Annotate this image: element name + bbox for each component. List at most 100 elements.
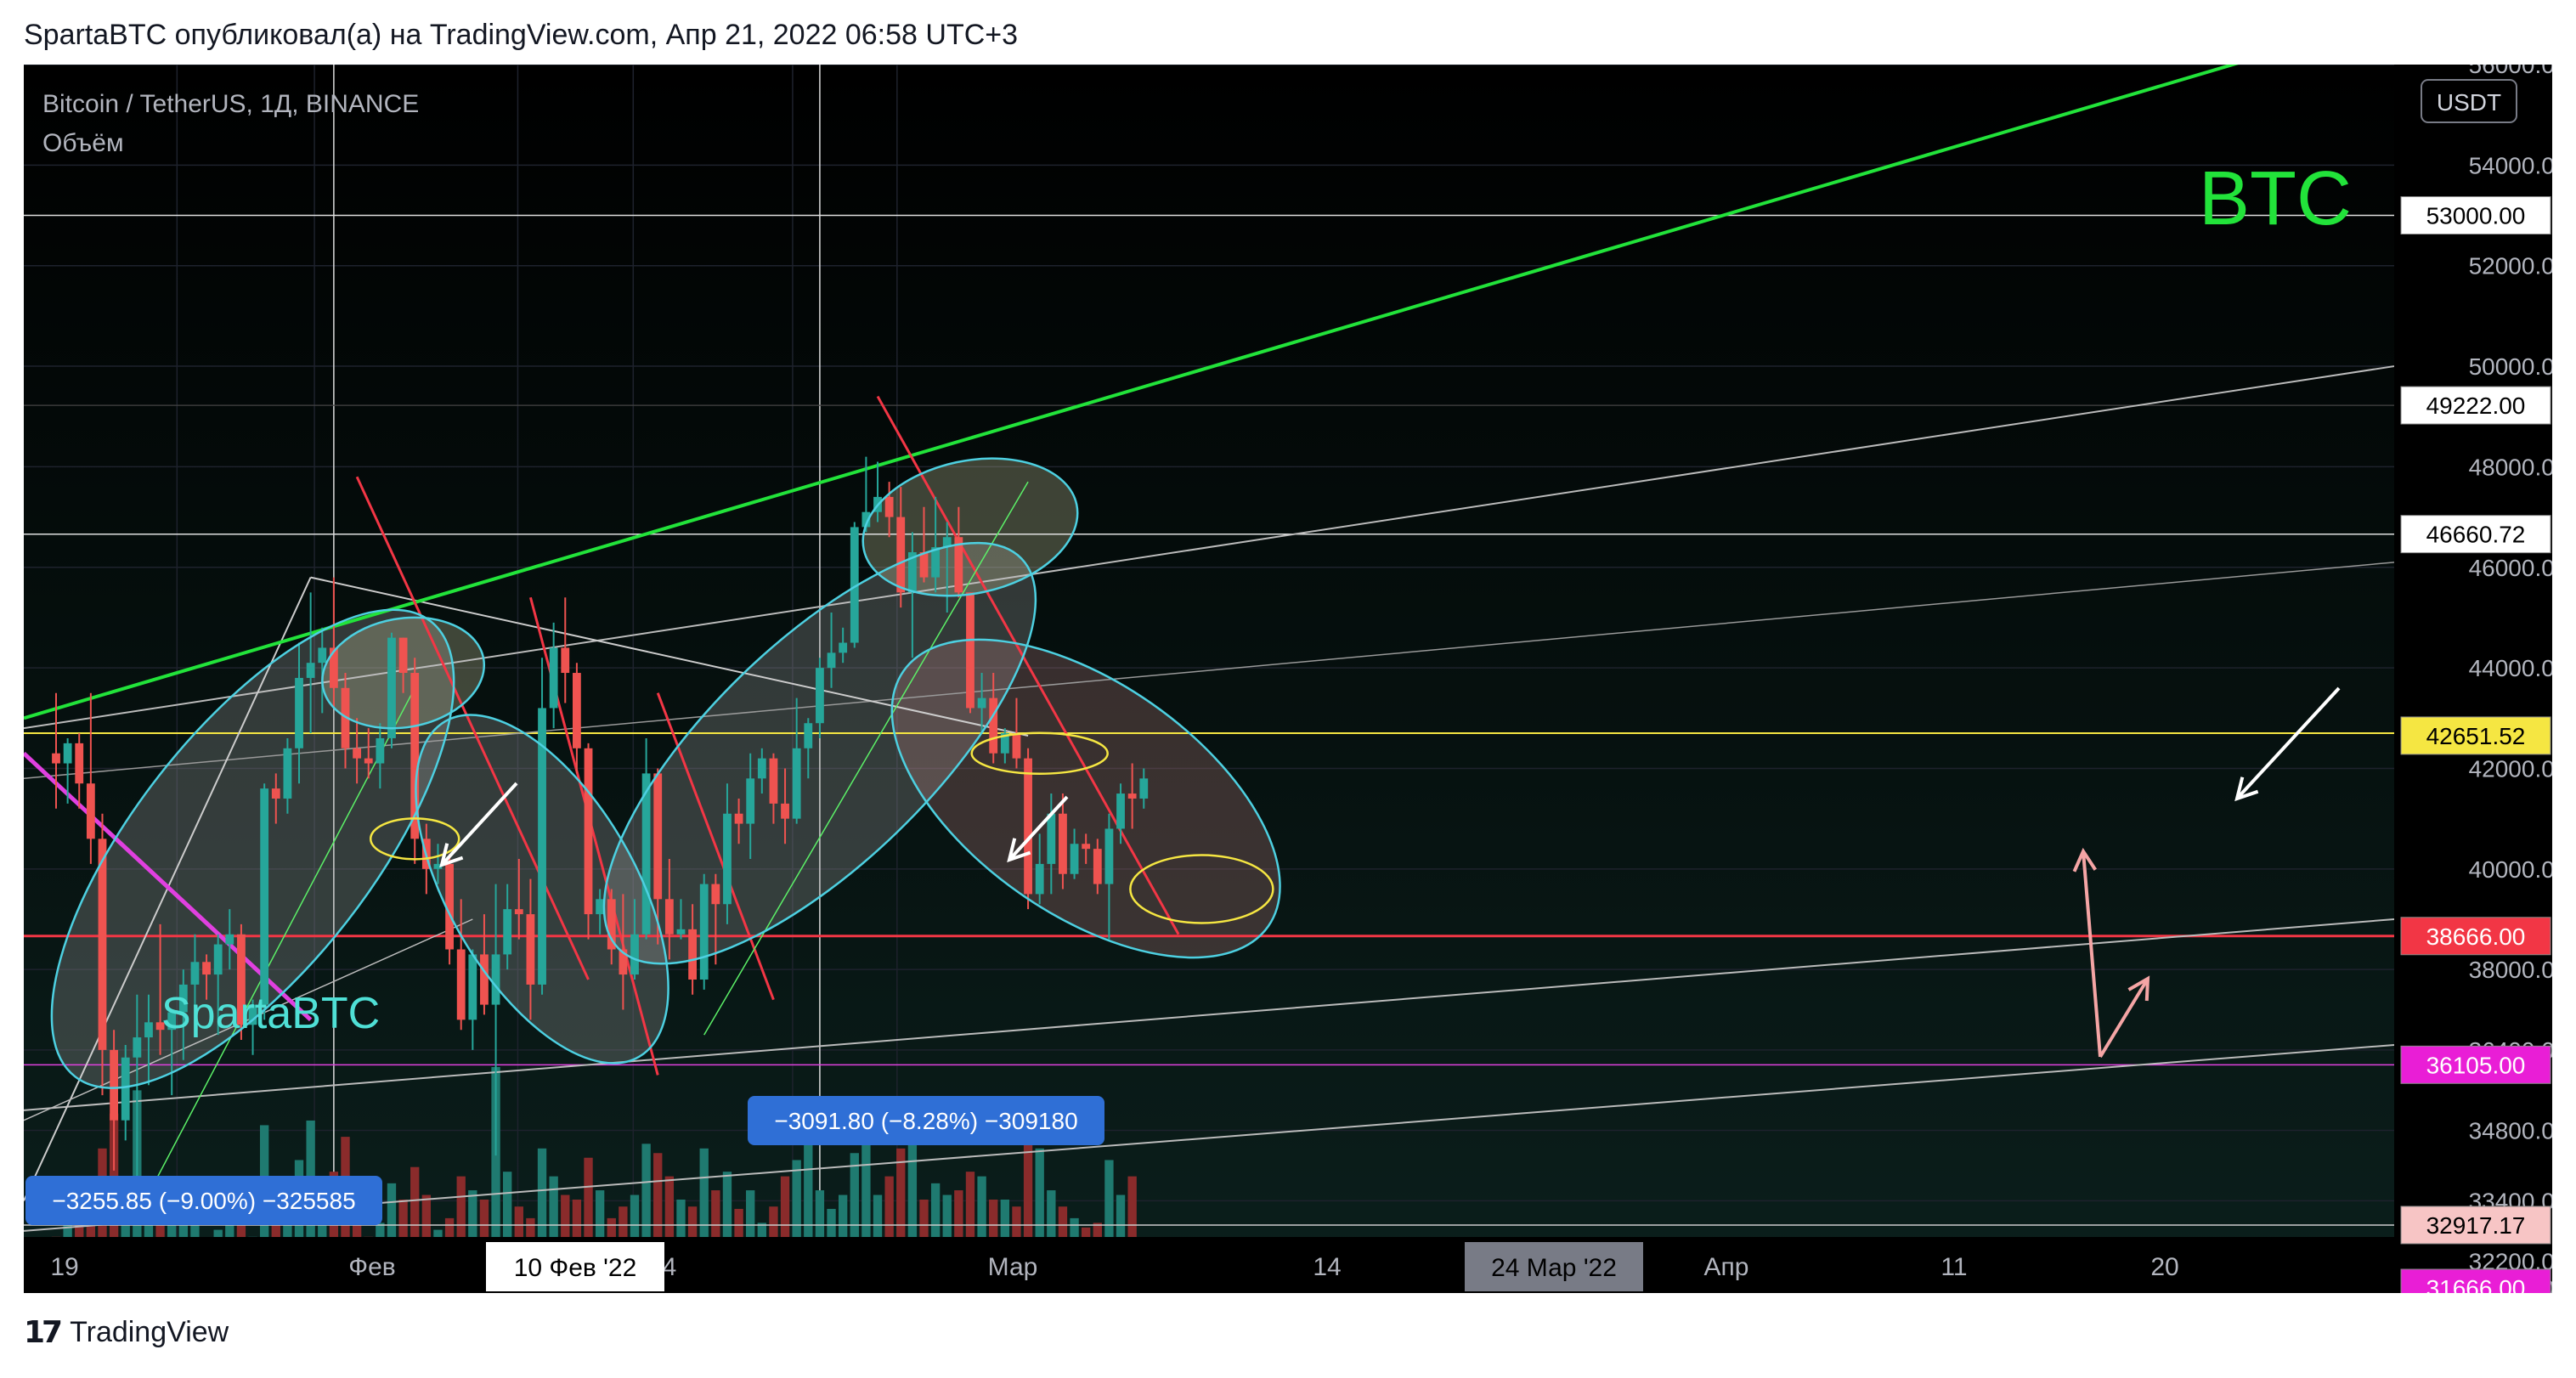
price-tick-label: 44000.00 — [2469, 655, 2552, 681]
price-label-text: 46660.72 — [2426, 522, 2526, 548]
candle-body — [1082, 844, 1091, 850]
btc-watermark: BTC — [2199, 156, 2352, 241]
time-highlight-text: 24 Мар '22 — [1491, 1254, 1617, 1282]
candle-body — [364, 758, 373, 764]
volume-bar — [653, 1153, 663, 1288]
chart-panel[interactable]: Bitcoin / TetherUS, 1Д, BINANCE Объём BT… — [24, 65, 2552, 1293]
candle-body — [907, 552, 917, 593]
price-axis-background — [2394, 65, 2552, 1288]
candle-body — [283, 748, 292, 799]
volume-bar — [329, 1172, 339, 1288]
volume-bar — [537, 1148, 547, 1288]
candle-body — [816, 668, 824, 724]
volume-bar — [930, 1183, 941, 1288]
candle-body — [596, 899, 605, 915]
price-tick-label: 50000.00 — [2469, 353, 2552, 380]
ellipse-outline-5 — [890, 638, 1281, 959]
ellipse-outline-2 — [415, 714, 669, 1065]
candle-body — [966, 592, 974, 709]
price-label-box — [2400, 196, 2551, 235]
price-label-box — [2400, 716, 2551, 755]
downtrend-red-4 — [876, 395, 1180, 935]
candle-body — [167, 1012, 177, 1031]
volume-bar — [907, 1144, 918, 1288]
arrow-pink-up-shaft — [2082, 850, 2102, 1058]
candle-body — [931, 547, 941, 578]
price-chart[interactable]: Bitcoin / TetherUS, 1Д, BINANCE Объём BT… — [24, 65, 2552, 1293]
candle-body — [607, 899, 616, 950]
candle-body — [630, 934, 639, 975]
volume-bar — [722, 1172, 732, 1288]
time-highlight-box — [1465, 1242, 1643, 1291]
candle-body — [353, 748, 362, 759]
candle-body — [144, 1022, 153, 1038]
candle-body — [133, 1037, 142, 1058]
candle-body — [480, 954, 489, 1005]
candle-body — [295, 677, 303, 748]
footer-brand-name: TradingView — [70, 1316, 229, 1348]
candle-body — [1104, 828, 1114, 884]
arrow-white-1-head — [439, 843, 464, 868]
volume-bar — [641, 1144, 651, 1288]
candle-body — [664, 899, 674, 935]
measure-label-2[interactable]: −3091.80 (−8.28%) −309180 — [748, 1096, 1104, 1145]
measure-label-2-box — [748, 1096, 1104, 1145]
candle-body — [1070, 844, 1079, 874]
candle-body — [1047, 813, 1056, 864]
candle-layer — [52, 456, 1149, 1222]
footer-brand[interactable]: 17 TradingView — [24, 1315, 229, 1350]
time-tick-label: 11 — [1940, 1253, 1967, 1281]
volume-bar — [780, 1176, 790, 1288]
price-label-box — [2400, 1045, 2551, 1084]
candle-body — [699, 884, 709, 980]
time-axis[interactable]: 19 Фев 4 Мар 14 Апр 11 20 10 Фев '22 24 Мар '22 — [24, 1237, 2394, 1293]
tradingview-logo-icon: 17 — [24, 1315, 63, 1350]
volume-bar — [584, 1157, 593, 1288]
candle-body — [178, 984, 188, 1013]
channel-lower — [24, 1043, 2395, 1232]
volume-bar — [318, 1176, 327, 1288]
candle-body — [723, 813, 732, 905]
currency-badge-text: USDT — [2437, 89, 2501, 116]
arrow-pink-right-head — [2127, 975, 2150, 1002]
candle-body — [306, 663, 315, 678]
volume-bar — [1104, 1160, 1114, 1288]
candle-body — [155, 1022, 165, 1031]
publication-header: SpartaBTC опубликовал(а) на TradingView.… — [24, 19, 1019, 51]
measure-label-1[interactable]: −3255.85 (−9.00%) −325585 — [25, 1176, 382, 1225]
arrow-white-2-head — [1007, 838, 1031, 863]
candle-body — [248, 1004, 257, 1025]
candle-body — [398, 637, 408, 674]
candle-body — [1127, 793, 1137, 799]
volume-bar — [861, 1138, 871, 1288]
candle-body — [804, 723, 813, 748]
candle-body — [190, 962, 200, 985]
volume-bar — [410, 1166, 420, 1288]
price-label-text: 32917.17 — [2426, 1212, 2526, 1239]
currency-badge[interactable]: USDT — [2421, 79, 2517, 123]
channel-support — [24, 918, 2395, 1111]
price-tick-label: 56000.00 — [2469, 65, 2552, 78]
candle-body — [561, 647, 570, 674]
candle-body — [989, 697, 998, 754]
measure-label-2-text: −3091.80 (−8.28%) −309180 — [774, 1108, 1077, 1134]
volume-bar — [86, 1183, 96, 1288]
candle-body — [734, 813, 743, 824]
price-label-box — [2400, 1206, 2551, 1245]
candle-body — [942, 537, 952, 548]
candle-body — [711, 884, 720, 905]
candle-body — [676, 929, 686, 935]
candle-body — [98, 839, 107, 1050]
candle-body — [110, 1049, 119, 1121]
candle-body — [237, 934, 246, 1025]
measure-label-1-box — [25, 1176, 382, 1225]
candle-body — [376, 737, 385, 764]
volume-indicator-title: Объём — [42, 129, 124, 157]
candle-body — [329, 647, 338, 688]
candle-body — [456, 949, 466, 1020]
candle-body — [977, 697, 986, 709]
candle-body — [75, 743, 84, 784]
time-tick-label: 14 — [1313, 1253, 1341, 1281]
price-axis[interactable]: 56000.00 54000.00 52000.00 50000.00 48000.00… — [2394, 65, 2552, 1293]
candle-body — [318, 647, 327, 664]
